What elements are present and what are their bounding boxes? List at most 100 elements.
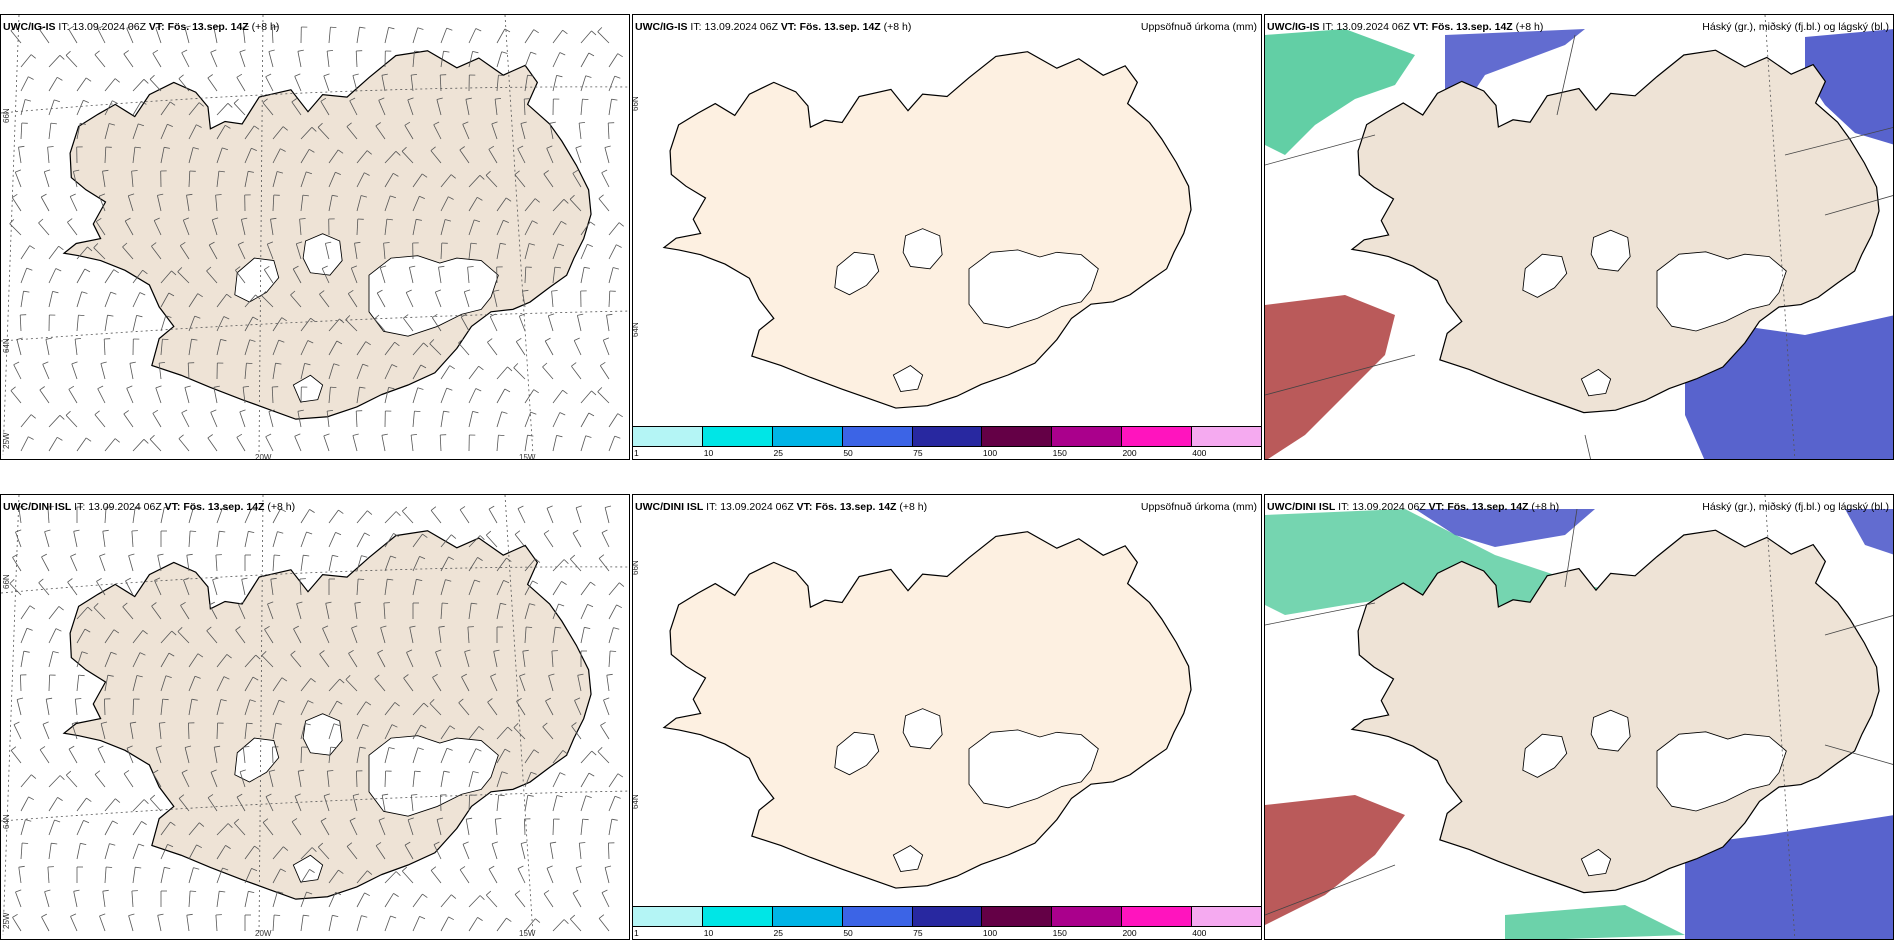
wind-barb bbox=[270, 579, 274, 596]
wind-barb-flag bbox=[409, 265, 416, 268]
wind-barb-flag bbox=[548, 313, 555, 317]
wind-barb-flag bbox=[330, 746, 337, 749]
wind-barb bbox=[326, 51, 330, 68]
wind-barb-flag bbox=[206, 266, 212, 272]
wind-barb-flag bbox=[488, 865, 495, 870]
wind-barb-flag bbox=[380, 265, 387, 269]
wind-barb-flag bbox=[527, 794, 534, 797]
wind-barb-flag bbox=[310, 678, 316, 683]
lon-label-25w: 25W bbox=[2, 912, 11, 929]
wind-barb bbox=[207, 437, 218, 452]
colorbar-segment bbox=[1052, 427, 1123, 446]
wind-barb bbox=[129, 723, 134, 740]
wind-barb-flag bbox=[255, 654, 261, 660]
wind-barb bbox=[571, 725, 582, 740]
wind-barb-flag bbox=[320, 817, 327, 822]
it-label: IT: bbox=[690, 21, 702, 33]
precip-colorbar-ticks: 1 10 25 50 75 100 150 200 400 bbox=[633, 448, 1261, 459]
wind-barb bbox=[412, 51, 415, 68]
wind-barb-flag bbox=[10, 26, 16, 31]
wind-barb-flag bbox=[352, 73, 359, 76]
wind-barb-flag bbox=[293, 625, 299, 630]
wind-barb-flag bbox=[601, 889, 608, 893]
wind-barb bbox=[384, 173, 394, 188]
wind-barb-flag bbox=[123, 770, 130, 775]
wind-barb-flag bbox=[438, 625, 445, 628]
wind-barb bbox=[580, 819, 584, 836]
lon-label-20w: 20W bbox=[255, 453, 272, 460]
wind-barb bbox=[407, 99, 414, 116]
wind-barb-flag bbox=[26, 267, 33, 271]
wind-barb-flag bbox=[475, 388, 482, 392]
wind-barb bbox=[76, 675, 80, 692]
wind-barb-flag bbox=[414, 50, 421, 52]
wind-barb-flag bbox=[403, 674, 409, 679]
wind-barb bbox=[572, 532, 582, 548]
wind-barb-flag bbox=[530, 411, 537, 415]
wind-barb-flag bbox=[605, 505, 612, 508]
wind-barb-flag bbox=[327, 770, 334, 772]
wind-barb-flag bbox=[561, 581, 567, 585]
wind-barb-flag bbox=[611, 818, 618, 821]
wind-barb bbox=[104, 652, 112, 668]
wind-barb-flag bbox=[395, 511, 401, 516]
wind-barb bbox=[216, 147, 223, 164]
wind-barb-flag bbox=[10, 746, 17, 751]
wind-barb-flag bbox=[10, 386, 16, 391]
wind-barb-flag bbox=[600, 361, 606, 366]
wind-barb bbox=[132, 675, 138, 692]
precip-map bbox=[663, 531, 1192, 889]
wind-barb-flag bbox=[574, 697, 581, 701]
it-value: 13.09.2024 06Z bbox=[88, 501, 162, 513]
wind-barb-flag bbox=[420, 364, 427, 369]
wind-barb-flag bbox=[23, 290, 30, 293]
panel-header: UWC/DINI ISL IT: 13.09.2024 06Z VT: Fös.… bbox=[635, 501, 1257, 515]
wind-barb-flag bbox=[142, 630, 148, 635]
wind-barb bbox=[160, 652, 170, 668]
wind-barb bbox=[467, 626, 470, 644]
wind-barb bbox=[47, 147, 50, 164]
wind-barb-flag bbox=[87, 606, 93, 612]
wind-barb-flag bbox=[151, 242, 157, 247]
wind-barb bbox=[608, 627, 614, 644]
wind-barb bbox=[440, 387, 448, 404]
wind-barb bbox=[160, 339, 163, 356]
wind-barb-flag bbox=[248, 890, 255, 893]
wind-barb-flag bbox=[597, 747, 603, 752]
wind-barb-flag bbox=[330, 26, 337, 28]
wind-barb bbox=[440, 365, 451, 380]
wind-barb-flag bbox=[472, 411, 479, 414]
wind-barb bbox=[181, 412, 190, 428]
wind-barb bbox=[300, 127, 313, 140]
wind-barb-flag bbox=[222, 147, 229, 151]
wind-barb-flag bbox=[59, 55, 65, 60]
wind-barb-flag bbox=[610, 650, 617, 652]
wind-barb-flag bbox=[270, 577, 277, 580]
wind-barb-flag bbox=[143, 439, 149, 444]
wind-barb-flag bbox=[429, 339, 435, 344]
wind-barb bbox=[20, 605, 31, 620]
wind-barb-flag bbox=[184, 385, 191, 388]
cloud-cover-map bbox=[1265, 15, 1893, 459]
wind-barb bbox=[43, 171, 50, 188]
wind-barb-flag bbox=[443, 770, 450, 773]
wind-barb bbox=[94, 774, 106, 788]
wind-barb bbox=[543, 173, 554, 188]
lon-label-15w: 15W bbox=[519, 929, 536, 938]
lead-time: (+8 h) bbox=[1515, 21, 1544, 33]
wind-barb bbox=[45, 339, 50, 356]
wind-barb bbox=[104, 820, 113, 836]
wind-barb-flag bbox=[479, 535, 485, 540]
wind-barb-flag bbox=[280, 148, 286, 152]
wind-barb bbox=[356, 555, 362, 572]
wind-barb bbox=[267, 603, 274, 620]
wind-barb-flag bbox=[238, 241, 244, 245]
wind-barb-flag bbox=[184, 25, 191, 28]
wind-barb bbox=[297, 771, 302, 788]
vt-value: Fös. 13.sep. 14Z bbox=[167, 21, 249, 33]
wind-barb-flag bbox=[360, 195, 368, 198]
wind-barb-flag bbox=[451, 894, 457, 899]
colorbar-tick-label: 150 bbox=[1052, 928, 1067, 938]
wind-barb-flag bbox=[430, 866, 437, 871]
wind-barb bbox=[459, 509, 470, 524]
